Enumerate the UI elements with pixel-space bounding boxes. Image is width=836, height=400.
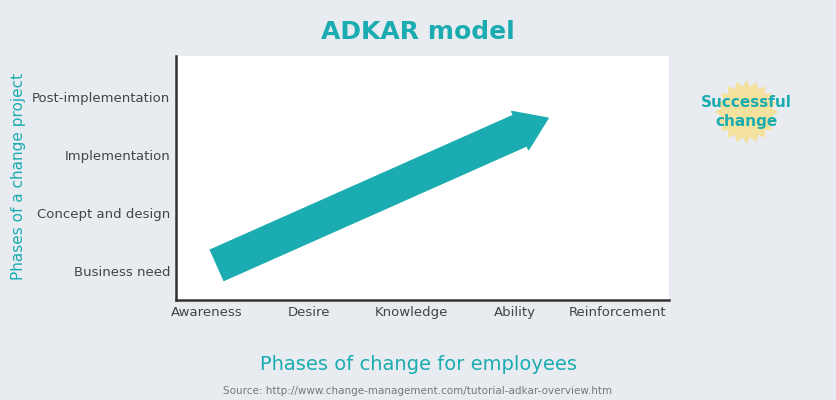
Text: ADKAR model: ADKAR model — [321, 20, 515, 44]
Text: Phases of a change project: Phases of a change project — [11, 72, 26, 280]
Text: Successful
change: Successful change — [701, 95, 792, 129]
Text: Source: http://www.change-management.com/tutorial-adkar-overview.htm: Source: http://www.change-management.com… — [223, 386, 613, 396]
FancyArrowPatch shape — [211, 112, 548, 280]
Text: Phases of change for employees: Phases of change for employees — [259, 354, 577, 374]
Polygon shape — [715, 80, 778, 144]
